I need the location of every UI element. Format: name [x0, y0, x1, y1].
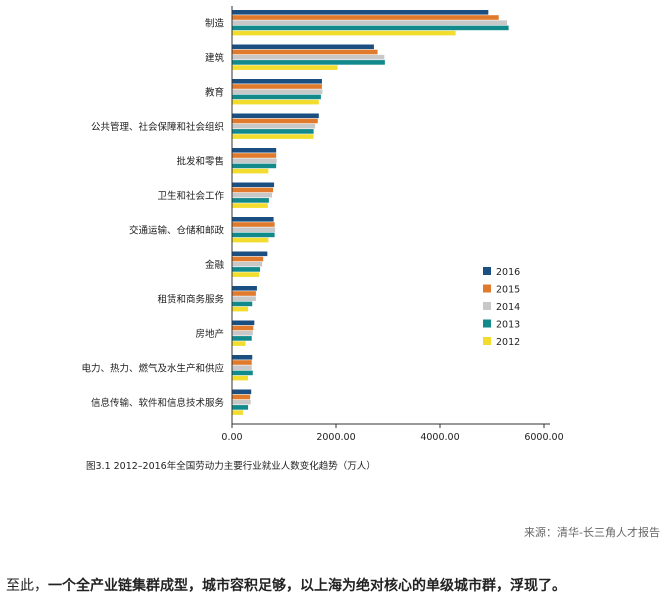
bar-2016-8 — [232, 286, 257, 291]
bar-2013-7 — [232, 267, 261, 272]
bar-2015-4 — [232, 153, 277, 158]
legend-swatch-2016 — [483, 267, 491, 275]
legend-label-2015: 2015 — [496, 285, 520, 296]
bar-2016-6 — [232, 217, 274, 222]
bar-2012-1 — [232, 65, 338, 70]
legend-swatch-2015 — [483, 284, 491, 293]
bar-2012-10 — [232, 375, 249, 381]
source-note: 来源：清华-长三角人才报告 — [524, 526, 660, 539]
bar-2015-1 — [232, 49, 378, 55]
bar-2012-3 — [232, 134, 314, 139]
bar-2014-1 — [232, 54, 385, 60]
category-label: 制造 — [205, 18, 225, 30]
bar-2015-10 — [232, 360, 252, 365]
bar-2012-4 — [232, 168, 269, 174]
bar-2016-4 — [232, 148, 277, 153]
x-tick-label: 0.00 — [221, 432, 242, 440]
bar-2013-8 — [232, 301, 253, 307]
bar-2015-6 — [232, 222, 275, 227]
bar-2013-3 — [232, 129, 314, 134]
category-label: 建筑 — [205, 52, 225, 64]
bar-2015-2 — [232, 84, 322, 89]
bar-2012-2 — [232, 99, 319, 105]
bar-2014-7 — [232, 261, 263, 267]
bar-2016-1 — [232, 44, 374, 50]
legend-label-2014: 2014 — [496, 302, 520, 313]
category-label: 教育 — [205, 87, 224, 99]
category-label: 批发和零售 — [176, 156, 224, 168]
bar-2014-6 — [232, 227, 276, 232]
category-label: 金融 — [205, 259, 225, 271]
legend-swatch-2014 — [483, 302, 491, 310]
bar-2014-8 — [232, 296, 256, 301]
bar-2015-3 — [232, 118, 318, 124]
legend-label-2013: 2013 — [496, 320, 520, 331]
legend-swatch-2012 — [483, 337, 491, 345]
bar-2012-9 — [232, 341, 246, 346]
bar-2016-0 — [232, 10, 489, 15]
category-label: 卫生和社会工作 — [157, 190, 224, 202]
category-label: 公共管理、社会保障和社会组织 — [91, 121, 224, 133]
bar-2013-6 — [232, 232, 275, 238]
bar-2012-7 — [232, 272, 260, 277]
bar-2015-5 — [232, 187, 274, 193]
bar-2012-11 — [232, 410, 243, 415]
bar-2015-8 — [232, 291, 256, 296]
bar-2014-10 — [232, 365, 252, 370]
summary-sentence: 至此，一个全产业链集群成型，城市容积足够，以上海为绝对核心的单级城市群，浮现了。 — [6, 575, 566, 595]
bar-2016-7 — [232, 251, 268, 257]
bar-2015-11 — [232, 394, 251, 400]
bar-2014-9 — [232, 330, 253, 336]
x-tick-label: 4000.00 — [420, 432, 459, 440]
bar-2012-5 — [232, 203, 268, 208]
bar-2016-9 — [232, 320, 255, 326]
bar-2016-11 — [232, 389, 252, 395]
category-label: 交通运输、仓储和邮政 — [129, 225, 225, 237]
bar-chart: 制造建筑教育公共管理、社会保障和社会组织批发和零售卫生和社会工作交通运输、仓储和… — [81, 6, 564, 440]
x-tick-label: 6000.00 — [524, 432, 563, 440]
category-label: 电力、热力、燃气及水生产和供应 — [81, 363, 224, 375]
bar-2013-4 — [232, 163, 277, 169]
bar-2015-7 — [232, 256, 264, 262]
bar-2013-9 — [232, 336, 252, 341]
bar-2014-2 — [232, 89, 323, 94]
bar-2013-10 — [232, 370, 253, 376]
category-label: 房地产 — [195, 328, 224, 340]
bar-2012-8 — [232, 306, 249, 312]
figure-caption: 图3.1 2012–2016年全国劳动力主要行业就业人数变化趋势（万人） — [86, 461, 376, 472]
summary-prefix: 至此， — [6, 578, 48, 594]
bar-2013-0 — [232, 25, 509, 31]
bar-2014-0 — [232, 20, 508, 25]
bar-2012-0 — [232, 30, 456, 36]
category-label: 信息传输、软件和信息技术服务 — [91, 397, 225, 409]
bar-2014-11 — [232, 399, 251, 405]
bar-2016-3 — [232, 113, 319, 119]
bar-2013-1 — [232, 60, 385, 65]
bar-2014-4 — [232, 158, 277, 163]
bar-2012-6 — [232, 237, 269, 243]
bar-2013-5 — [232, 198, 269, 203]
bar-2014-5 — [232, 192, 273, 198]
summary-bold: 一个全产业链集群成型，城市容积足够，以上海为绝对核心的单级城市群，浮现了。 — [48, 578, 566, 594]
bar-2015-0 — [232, 15, 499, 20]
bar-2013-2 — [232, 94, 321, 100]
bar-2015-9 — [232, 325, 254, 331]
bar-2016-10 — [232, 355, 253, 360]
category-label: 租赁和商务服务 — [157, 294, 224, 306]
bar-2013-11 — [232, 405, 249, 410]
legend-label-2016: 2016 — [496, 267, 520, 278]
bar-2014-3 — [232, 123, 316, 129]
x-tick-label: 2000.00 — [316, 432, 355, 440]
legend-label-2012: 2012 — [496, 337, 520, 348]
legend-swatch-2013 — [483, 319, 491, 328]
bar-2016-2 — [232, 79, 322, 84]
bar-2016-5 — [232, 182, 275, 188]
